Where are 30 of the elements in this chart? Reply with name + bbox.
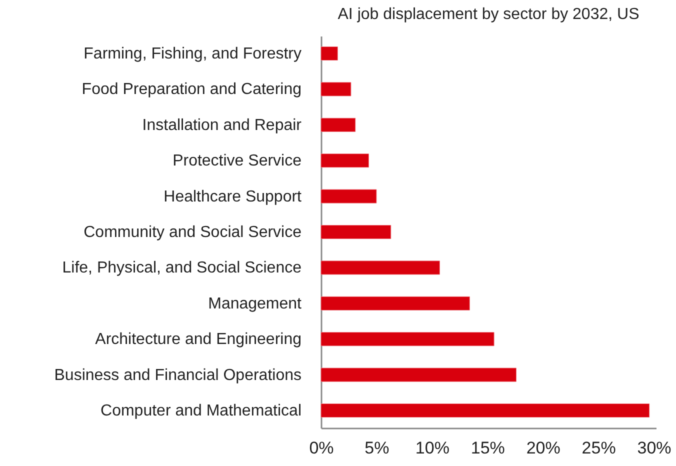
bar (320, 118, 356, 132)
y-tick-label: Management (208, 295, 302, 312)
bar (320, 296, 470, 310)
bar (320, 189, 377, 204)
x-tick-label: 30% (637, 438, 672, 458)
y-tick-label: Architecture and Engineering (95, 331, 302, 348)
y-tick-label: Healthcare Support (164, 188, 302, 206)
x-tick-label: 0% (309, 438, 334, 458)
bar (320, 224, 392, 240)
bar (320, 403, 650, 418)
bar (320, 368, 516, 382)
bar (320, 260, 440, 275)
y-tick-label: Food Preparation and Catering (82, 81, 302, 98)
x-tick-label: 5% (364, 438, 390, 458)
y-tick-label: Life, Physical, and Social Science (62, 260, 302, 277)
y-tick-label: Computer and Mathematical (100, 402, 302, 420)
bar (320, 332, 494, 346)
y-tick-label: Business and Financial Operations (54, 366, 302, 384)
x-tick-label: 20% (526, 438, 560, 458)
x-tick-label: 10% (415, 438, 450, 458)
bar (320, 154, 369, 168)
y-tick-label: Installation and Repair (142, 116, 302, 134)
y-tick-label: Community and Social Service (84, 224, 302, 241)
bar (320, 82, 352, 96)
bar (320, 46, 338, 61)
x-tick-label: 15% (470, 438, 505, 458)
x-tick-label: 25% (582, 438, 616, 458)
y-tick-label: Protective Service (172, 152, 302, 170)
y-tick-label: Farming, Fishing, and Forestry (84, 45, 302, 62)
chart-title: AI job displacement by sector by 2032, US (338, 6, 640, 23)
